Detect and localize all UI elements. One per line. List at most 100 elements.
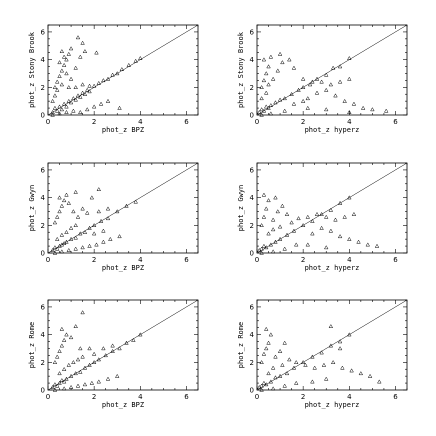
y-tick-label: 4 — [41, 331, 46, 339]
plot-frame — [256, 299, 408, 391]
data-point — [291, 65, 297, 70]
data-point — [73, 235, 78, 240]
data-point — [277, 224, 283, 229]
data-point — [138, 332, 143, 337]
data-point — [57, 209, 62, 214]
data-point — [55, 214, 60, 219]
data-point — [273, 354, 278, 359]
data-point — [300, 84, 306, 89]
plot-frame — [47, 299, 199, 391]
data-point — [333, 217, 338, 222]
x-tick-label: 0 — [46, 118, 50, 126]
y-tick-label: 4 — [250, 56, 255, 64]
data-point — [257, 109, 262, 114]
plot-frame — [47, 162, 199, 254]
data-point — [266, 82, 271, 87]
data-point — [64, 239, 69, 244]
data-point — [284, 211, 290, 216]
data-point — [89, 380, 95, 385]
data-point — [340, 365, 345, 370]
data-point — [324, 376, 329, 381]
data-point — [319, 225, 324, 230]
data-point — [273, 195, 278, 200]
data-point — [356, 239, 361, 244]
data-point — [259, 383, 264, 388]
data-point — [270, 365, 276, 370]
data-point — [98, 218, 104, 223]
data-point — [259, 222, 264, 227]
reference-line — [256, 299, 408, 391]
data-point — [370, 107, 375, 112]
data-point — [80, 82, 85, 87]
data-point — [277, 97, 283, 102]
data-point — [259, 107, 264, 112]
data-point — [268, 111, 274, 116]
data-point — [324, 214, 329, 219]
data-point — [300, 359, 306, 364]
data-point — [68, 373, 74, 378]
data-point — [273, 239, 278, 244]
data-point — [73, 97, 78, 102]
data-point — [294, 380, 299, 385]
data-point — [124, 203, 129, 208]
x-tick-label: 6 — [393, 393, 398, 401]
data-point — [347, 109, 352, 114]
data-point — [270, 227, 276, 232]
data-point — [59, 377, 65, 382]
data-point — [358, 371, 364, 376]
y-axis-label: phot_z Rome — [28, 322, 36, 368]
x-tick-label: 4 — [347, 256, 352, 264]
data-point — [85, 107, 90, 112]
data-point — [261, 214, 267, 219]
x-axis-label: phot_z hyperz — [305, 264, 360, 272]
data-point — [273, 375, 278, 380]
y-tick-label: 0 — [41, 112, 45, 120]
data-point — [52, 250, 58, 255]
data-point — [277, 348, 283, 353]
data-point — [66, 247, 71, 252]
data-point — [59, 343, 65, 348]
data-point — [259, 84, 264, 89]
data-point — [73, 246, 78, 251]
data-point — [259, 387, 264, 392]
data-point — [73, 65, 78, 70]
data-point — [261, 57, 267, 62]
data-point — [264, 90, 269, 95]
data-point — [75, 93, 81, 98]
data-point — [55, 236, 60, 241]
data-point — [324, 87, 329, 92]
data-point — [75, 214, 81, 219]
data-point — [103, 353, 108, 358]
data-point — [268, 242, 274, 247]
y-axis-label: phot_z Rome — [237, 322, 245, 368]
data-point — [105, 76, 111, 81]
data-point — [342, 98, 347, 103]
data-point — [96, 186, 101, 191]
data-point — [324, 107, 329, 112]
data-point — [268, 332, 274, 337]
y-tick-label: 2 — [250, 84, 254, 92]
data-point — [342, 214, 347, 219]
data-point — [80, 354, 85, 359]
data-point — [347, 76, 352, 81]
data-point — [261, 243, 267, 248]
data-point — [71, 359, 76, 364]
data-point — [66, 51, 71, 56]
data-point — [59, 82, 65, 87]
chart-panel-4: 0 2 4 6 0 2 4 6 phot_z hyperz phot_z Gwyn — [237, 162, 408, 272]
data-point — [310, 354, 315, 359]
data-point — [328, 82, 334, 87]
data-point — [266, 198, 271, 203]
x-tick-label: 2 — [301, 118, 305, 126]
data-point — [259, 112, 264, 117]
data-point — [119, 66, 125, 71]
data-point — [50, 384, 55, 389]
data-point — [264, 326, 269, 331]
x-tick-label: 2 — [92, 118, 96, 126]
data-point — [337, 79, 343, 84]
data-point — [78, 231, 83, 236]
data-point — [282, 340, 287, 345]
data-point — [91, 104, 97, 109]
data-point — [296, 216, 301, 221]
y-tick-label: 6 — [41, 166, 46, 174]
